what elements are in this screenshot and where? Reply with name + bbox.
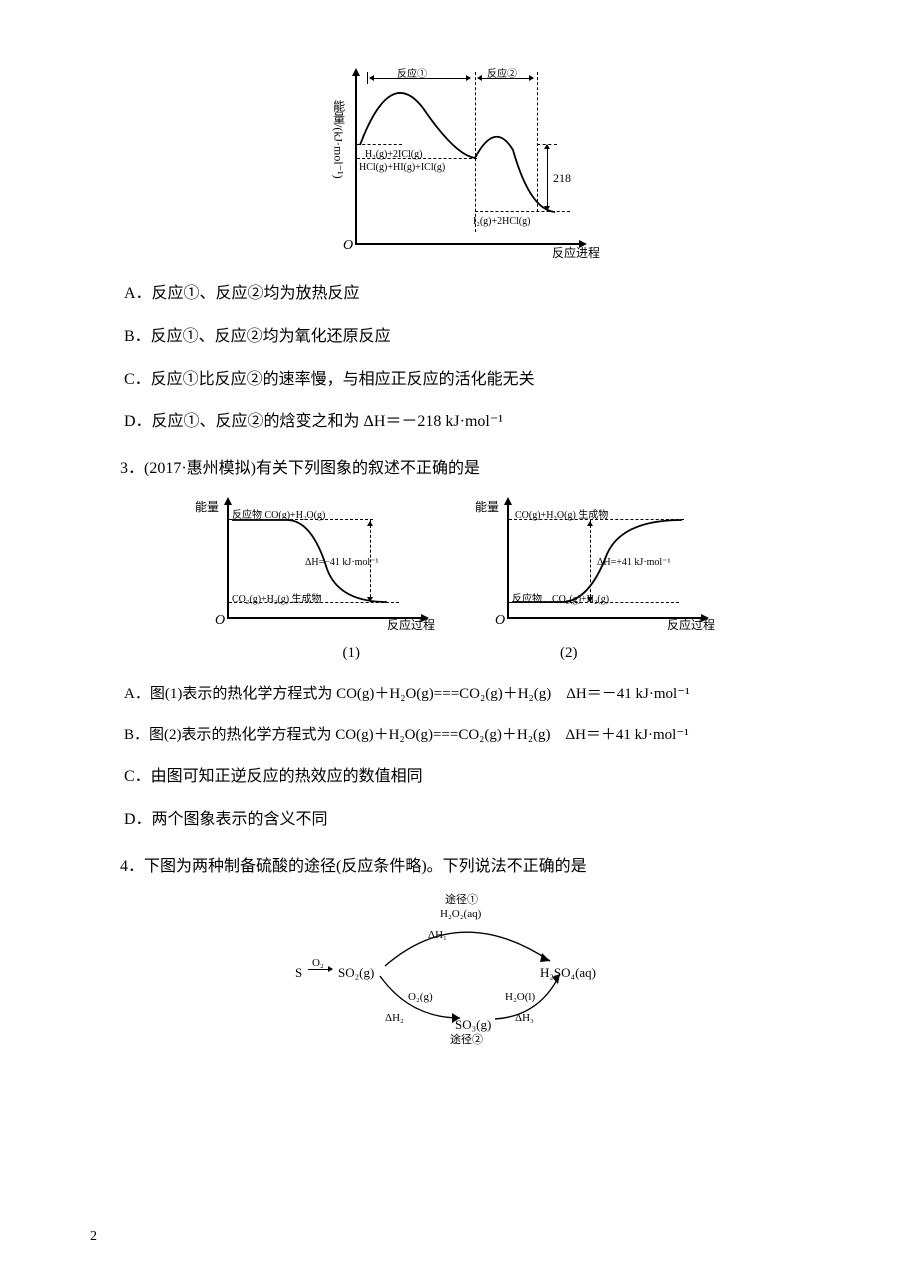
fig2-label: (2) <box>560 640 578 667</box>
energy-diagram-2-right: 能量 O 反应过程 CO(g)+H₂O(g) 生成物 ΔH=+41 kJ·mol… <box>485 494 715 634</box>
so2-label: SO₂(g) <box>338 961 374 984</box>
reactant-bottom: 反应物 CO₂(g)+H₂(g) <box>512 591 609 609</box>
q2-option-d: D．反应①、反应②的焓变之和为 ΔH＝－218 kJ·mol⁻¹ <box>120 408 800 437</box>
sulfuric-acid-diagram: 途径① H₂O₂(aq) ΔH₁ S O₂ SO₂(g) H₂SO₄(aq) O… <box>290 891 630 1051</box>
delta-218: 218 <box>553 168 571 190</box>
q3-option-d: D．两个图象表示的含义不同 <box>120 806 800 835</box>
q4-stem: 4．下图为两种制备硫酸的途径(反应条件略)。下列说法不正确的是 <box>120 853 800 882</box>
q3-option-a: A．图(1)表示的热化学方程式为 CO(g)＋H₂O(g)===CO₂(g)＋H… <box>120 681 800 708</box>
q3-option-b: B．图(2)表示的热化学方程式为 CO(g)＋H₂O(g)===CO₂(g)＋H… <box>120 722 800 749</box>
x-axis-label: 反应过程 <box>667 615 715 637</box>
page-number: 2 <box>90 1224 97 1249</box>
y-axis-label: 能量 <box>195 497 219 519</box>
q3-option-c: C．由图可知正逆反应的热效应的数值相同 <box>120 763 800 792</box>
q2-option-c: C．反应①比反应②的速率慢，与相应正反应的活化能无关 <box>120 366 800 395</box>
s-label: S <box>295 961 302 984</box>
figure-labels: (1) (2) <box>120 640 800 667</box>
diagram-pair: 能量 O 反应过程 反应物 CO(g)+H₂O(g) ΔH=−41 kJ·mol… <box>120 494 800 634</box>
species3-label: I₂(g)+2HCl(g) <box>473 213 530 231</box>
q2-option-a: A．反应①、反应②均为放热反应 <box>120 280 800 309</box>
y-axis-label: 能量 <box>475 497 499 519</box>
fig1-label: (1) <box>343 640 361 667</box>
energy-diagram-1: 能量/(kJ·mol⁻¹) O 反应进程 反应① 反应② H₂(g)+2ICl(… <box>325 60 595 260</box>
origin-label: O <box>215 608 225 633</box>
o2-above-label: O₂ <box>312 954 324 974</box>
x-axis-label: 反应进程 <box>552 243 600 265</box>
path2-label: 途径② <box>450 1031 483 1051</box>
y-axis-label: 能量/(kJ·mol⁻¹) <box>327 100 349 179</box>
energy-diagram-2-left: 能量 O 反应过程 反应物 CO(g)+H₂O(g) ΔH=−41 kJ·mol… <box>205 494 435 634</box>
origin-label: O <box>343 233 353 258</box>
product-bottom: CO₂(g)+H₂(g) 生成物 <box>232 591 322 609</box>
dh-label: ΔH=+41 kJ·mol⁻¹ <box>597 554 671 572</box>
origin-label: O <box>495 608 505 633</box>
species2-label: HCl(g)+HI(g)+ICl(g) <box>359 159 445 177</box>
x-axis-label: 反应过程 <box>387 615 435 637</box>
q2-option-b: B．反应①、反应②均为氧化还原反应 <box>120 323 800 352</box>
dh-label: ΔH=−41 kJ·mol⁻¹ <box>305 554 379 572</box>
q3-stem: 3．(2017·惠州模拟)有关下列图象的叙述不正确的是 <box>120 455 800 484</box>
